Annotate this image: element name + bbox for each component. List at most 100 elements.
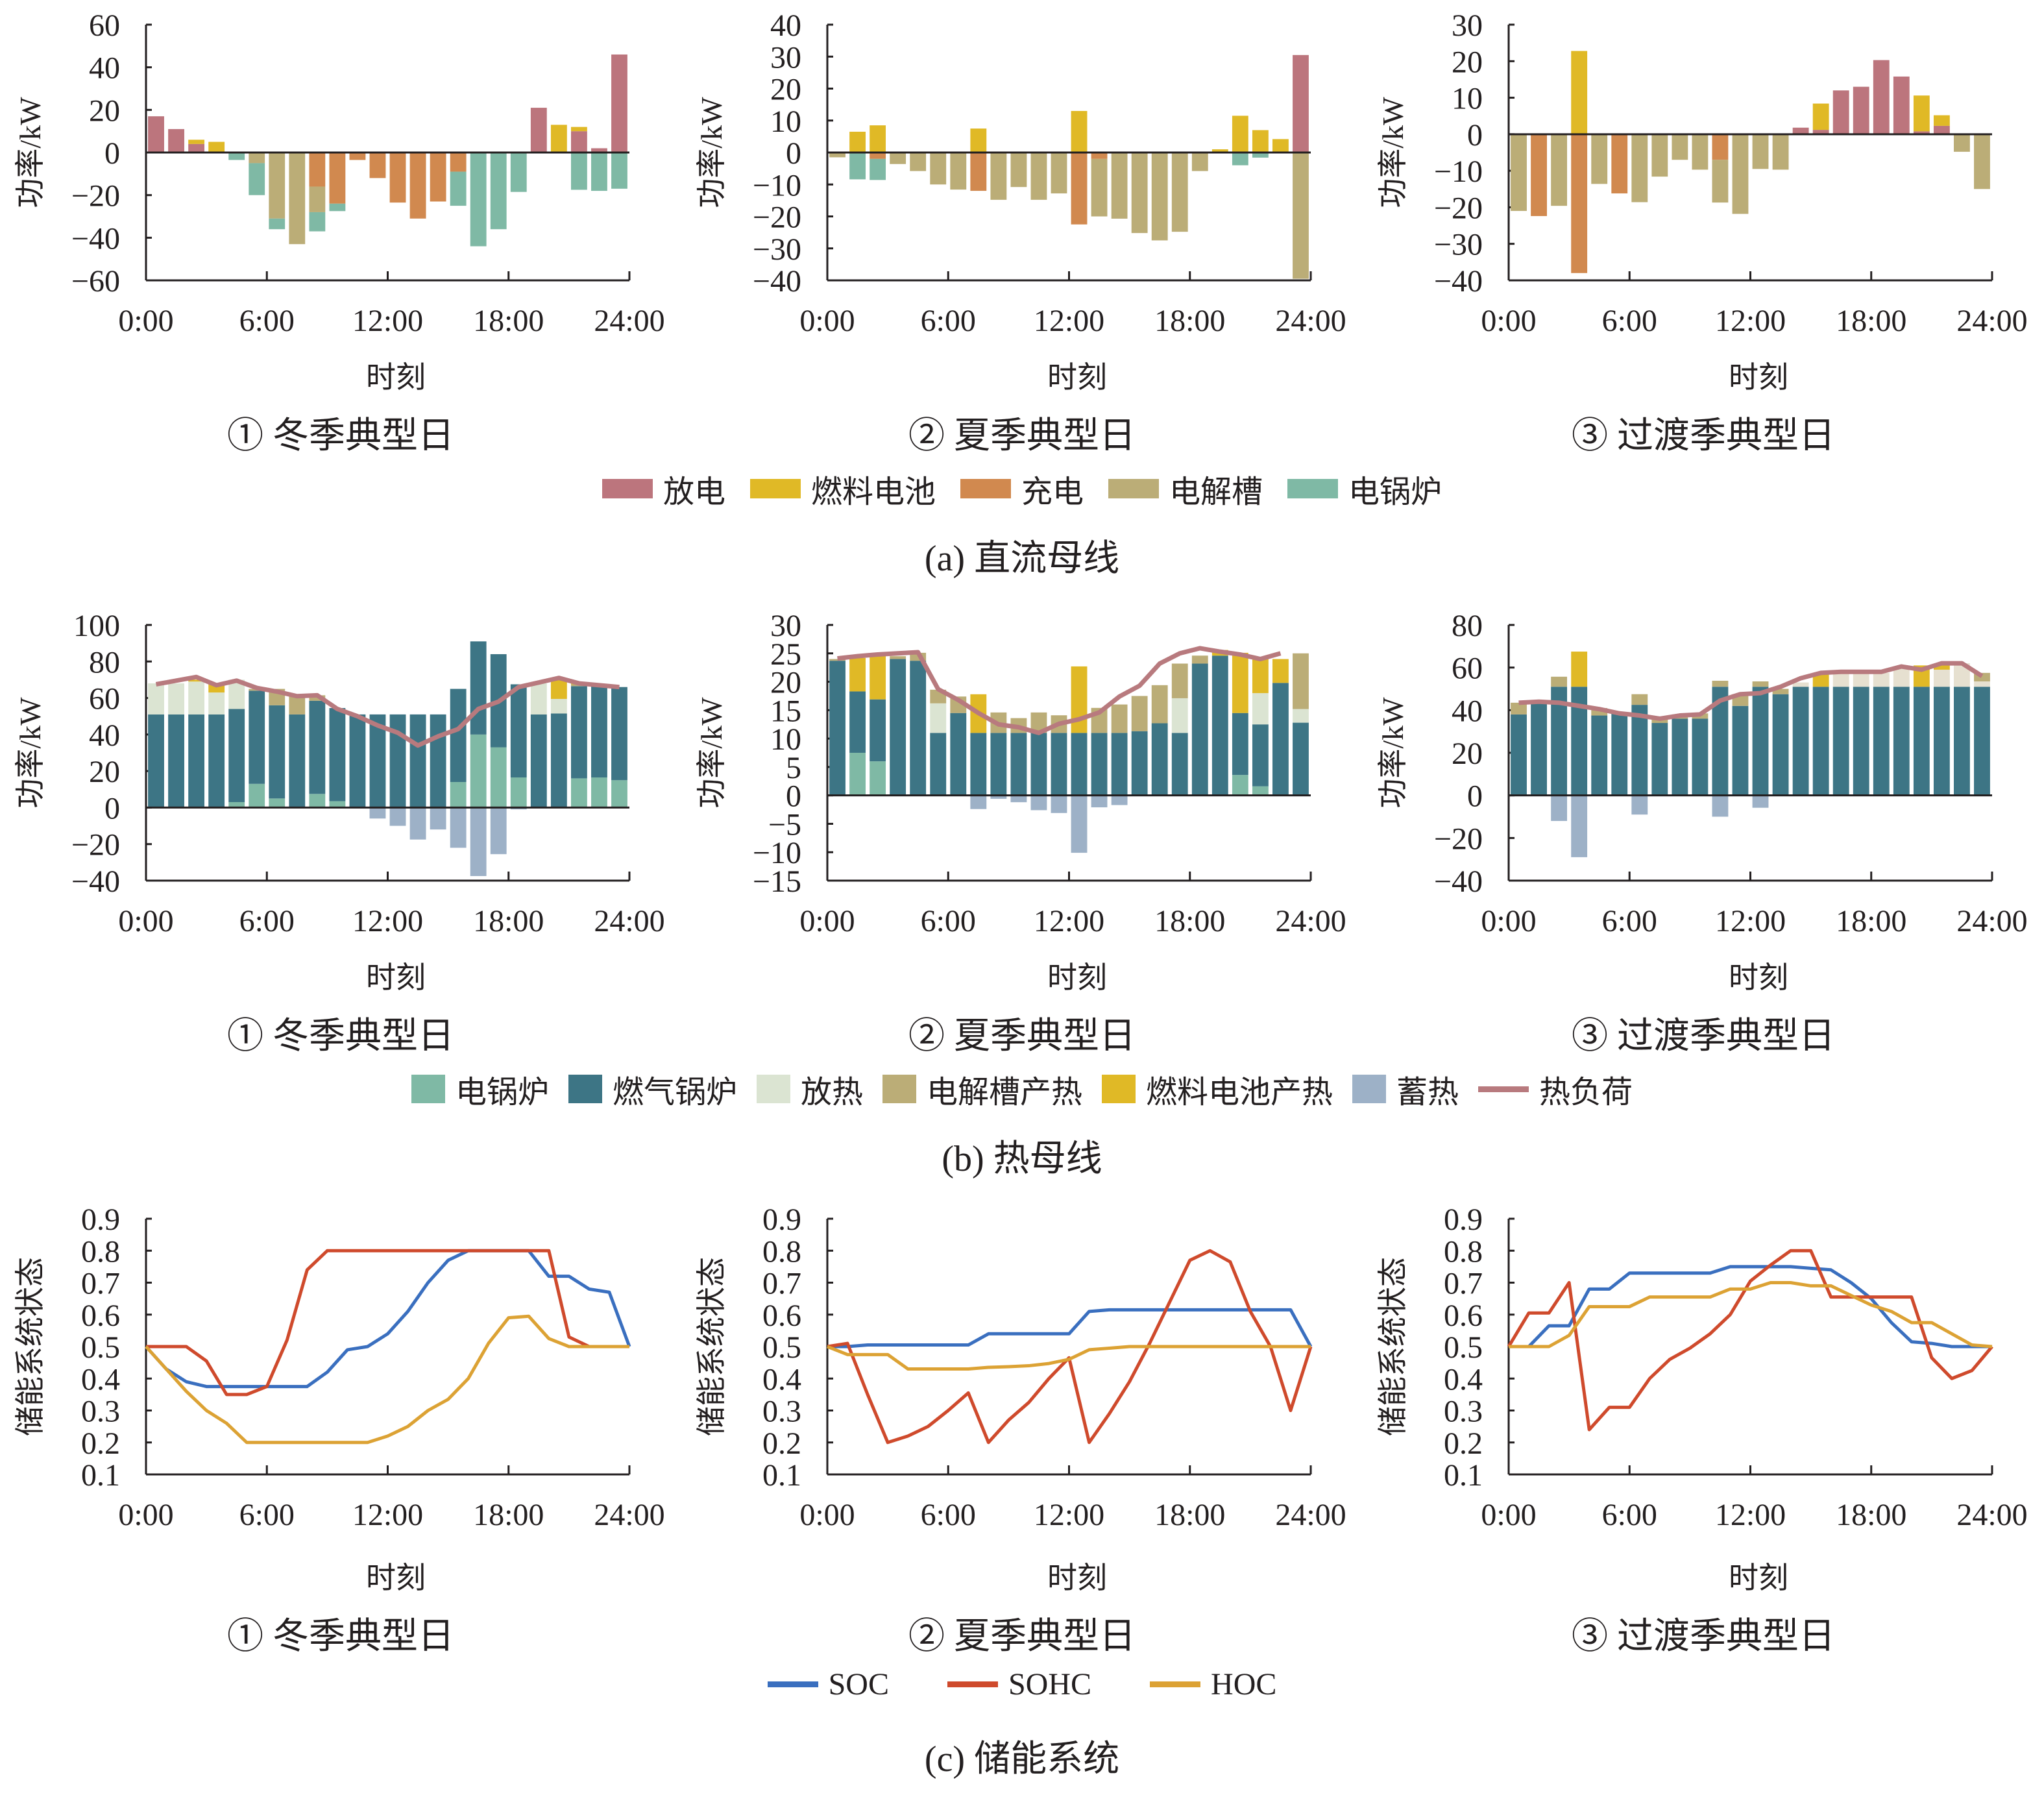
bar-segment-蓄热: [1712, 795, 1729, 817]
bar-segment-燃气锅炉: [510, 684, 527, 777]
x-tick-label: 0:00: [799, 904, 855, 938]
bar-segment-放电: [591, 148, 607, 153]
bar-segment-放电: [570, 131, 587, 153]
x-axis-label: 时刻: [1047, 361, 1107, 394]
legend-line-swatch: [767, 1681, 818, 1687]
bar-segment-电锅炉: [450, 782, 467, 808]
bar-segment-燃料电池: [1913, 95, 1930, 132]
bar-segment-电锅炉: [249, 163, 265, 195]
y-tick-label: 0.5: [81, 1330, 120, 1365]
series-line-sohc: [1507, 1249, 1993, 1432]
bar-segment-电解槽: [1030, 153, 1047, 200]
legend-color-swatch: [411, 1075, 445, 1103]
bar-segment-燃气锅炉: [1232, 713, 1248, 775]
y-axis-label: 储能系统状态: [14, 1257, 47, 1436]
series-line-soc: [1509, 1265, 1992, 1349]
bar-segment-电解槽: [1631, 134, 1648, 202]
bar-segment-燃气锅炉: [930, 733, 947, 796]
legend-item: 电锅炉: [1287, 466, 1442, 511]
bar-segment-燃气锅炉: [1511, 714, 1527, 796]
bar-segment-燃料电池: [1252, 130, 1269, 153]
bar-segment-燃气锅炉: [1832, 687, 1849, 796]
y-tick-label: −10: [753, 168, 801, 202]
bar-segment-放热: [1853, 672, 1869, 687]
legend-item: SOC: [767, 1667, 889, 1702]
bar-segment-燃气锅炉: [1171, 733, 1188, 796]
legend-item: 电解槽: [1108, 466, 1263, 511]
x-tick-label: 18:00: [473, 1498, 544, 1532]
bar-segment-电锅炉: [870, 761, 886, 796]
x-axis-label: 时刻: [1729, 361, 1788, 394]
bar-segment-燃料电池: [1272, 139, 1289, 153]
bar-segment-电锅炉: [1232, 775, 1248, 796]
section-caption: (b) 热母线: [942, 1139, 1102, 1179]
bar-segment-燃气锅炉: [1974, 687, 1990, 796]
x-axis-label: 时刻: [366, 1561, 426, 1594]
chart-a1: 功率/kW 60 40 20 0 −20 −40 −60 0:00 6:00 12:00 18:00 2…: [14, 8, 665, 337]
panel-title: ② 夏季典型日: [908, 1617, 1136, 1657]
section-heat-bus: 功率/kW 100 80 60 40 20 0 −20 −40 0:00 6:00 12:00 18:0…: [0, 600, 2044, 1184]
bar-segment-燃料电池: [570, 127, 587, 132]
bar-segment-电锅炉: [470, 153, 487, 247]
bar-segment-放电: [1832, 90, 1849, 134]
bar-segment-蓄热: [389, 807, 406, 826]
section-caption: (a) 直流母线: [924, 539, 1120, 579]
bar-segment-电解槽产热: [1191, 655, 1208, 664]
bar-segment-燃气锅炉: [148, 714, 164, 808]
bar-segment-燃料电池: [550, 125, 567, 153]
y-tick-label: 0.6: [762, 1299, 801, 1333]
bar-segment-放电: [1792, 127, 1809, 134]
bar-segment-放电: [611, 54, 627, 153]
bar-segment-电锅炉: [228, 801, 245, 808]
x-tick-label: 0:00: [118, 904, 173, 938]
y-tick-label: 60: [1452, 652, 1483, 686]
bar-segment-充电: [369, 153, 386, 178]
y-tick-label: 0.4: [762, 1362, 801, 1397]
y-tick-label: 20: [89, 755, 120, 789]
bar-segment-燃料电池: [870, 125, 886, 153]
legend-heat-bus: 电锅炉 燃气锅炉 放热 电解槽产热 燃料电池产热 蓄热 热负荷: [0, 1066, 2044, 1112]
bar-segment-电解槽: [1051, 153, 1067, 194]
bar-segment-电锅炉: [228, 153, 245, 160]
y-tick-label: 30: [770, 40, 801, 75]
bar-segment-电解槽: [309, 186, 326, 212]
x-tick-label: 0:00: [799, 1498, 855, 1532]
bar-segment-燃气锅炉: [309, 700, 326, 794]
y-axis-label: 功率/kW: [14, 97, 47, 208]
y-tick-label: 0.6: [81, 1299, 120, 1333]
legend-color-swatch: [960, 479, 1011, 498]
legend-color-swatch: [756, 1075, 790, 1103]
bar-segment-燃料电池: [1071, 110, 1088, 153]
bar-segment-放热: [550, 698, 567, 714]
legend-label: SOC: [828, 1667, 889, 1702]
bar-segment-燃气锅炉: [1732, 705, 1749, 796]
bar-segment-电解槽产热: [1171, 663, 1188, 698]
bar-segment-蓄热: [990, 795, 1007, 799]
x-axis-label: 时刻: [1047, 1561, 1107, 1594]
legend-line-swatch: [1150, 1681, 1201, 1687]
bar-segment-燃料电池产热: [550, 679, 567, 699]
chart-c2: 储能系统状态 0.90.80.70.60.50.40.30.20.1 0:00 6:0…: [695, 1203, 1346, 1532]
bar-segment-放电: [1812, 130, 1829, 134]
bar-segment-蓄热: [1631, 795, 1648, 815]
bar-segment-电解槽: [1091, 158, 1108, 217]
x-tick-label: 0:00: [799, 304, 855, 337]
legend-item: 电锅炉: [411, 1066, 549, 1112]
x-tick-label: 12:00: [1034, 304, 1104, 337]
bar-segment-放热: [188, 681, 205, 714]
section-caption: (c) 储能系统: [924, 1739, 1120, 1779]
series-line-soc: [827, 1308, 1313, 1349]
legend-label: 燃料电池产热: [1146, 1075, 1333, 1110]
bar-segment-燃气锅炉: [349, 714, 366, 808]
y-tick-label: 0.8: [81, 1234, 120, 1269]
bar-segment-电解槽: [1752, 134, 1769, 169]
bar-segment-燃气锅炉: [611, 687, 627, 781]
bar-segment-电解槽: [249, 153, 265, 164]
bar-segment-电解槽产热: [1151, 685, 1168, 724]
y-tick-label: 0: [1467, 118, 1483, 153]
bar-segment-燃气锅炉: [1131, 731, 1148, 796]
y-axis-label: 储能系统状态: [695, 1257, 728, 1436]
bar-segment-燃气锅炉: [409, 714, 426, 808]
legend-color-swatch: [1102, 1075, 1136, 1103]
bar-segment-燃气锅炉: [1591, 715, 1608, 796]
